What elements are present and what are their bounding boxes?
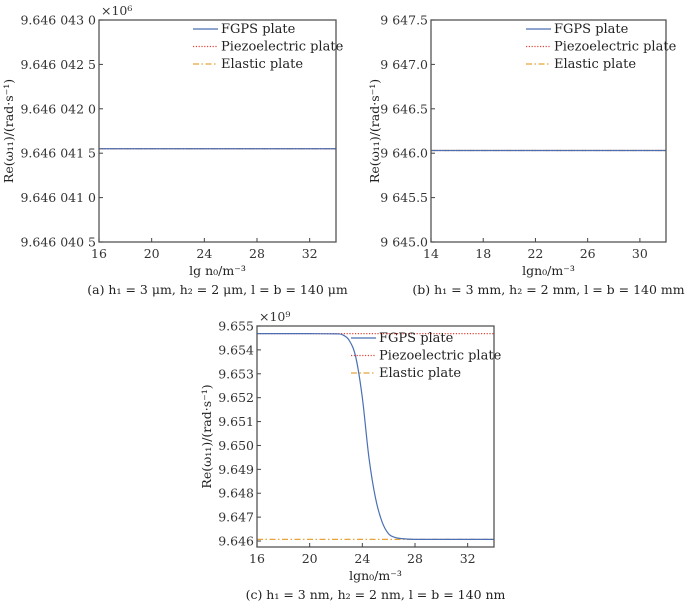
x-tick-label: 28: [407, 551, 423, 566]
y-tick-label: 9.650: [218, 438, 254, 453]
x-axis-label: lg n₀/m⁻³: [189, 263, 246, 278]
legend-label: FGPS plate: [554, 22, 629, 37]
legend-label: FGPS plate: [221, 22, 296, 37]
x-tick-label: 30: [632, 246, 648, 261]
y-tick-label: 9 647.0: [380, 57, 428, 72]
x-tick-label: 14: [423, 246, 439, 261]
y-tick-label: 9.653: [218, 366, 254, 381]
x-tick-label: 24: [354, 551, 370, 566]
x-axis-label: lgn₀/m⁻³: [522, 263, 575, 278]
y-tick-label: 9.649: [218, 462, 254, 477]
legend-label: Elastic plate: [221, 57, 303, 72]
x-axis-label: lgn₀/m⁻³: [349, 568, 402, 583]
y-axis-label: Re(ω₁₁)/(rad·s⁻¹): [1, 79, 16, 183]
axes-frame: [256, 325, 495, 548]
x-tick-label: 32: [460, 551, 476, 566]
y-tick-label: 9.646 040 5: [20, 235, 96, 250]
chart-panel-c: 16 20 24 28 32 9.646 9.647 9.648 9.649 9.650 9.651…: [199, 309, 506, 602]
x-tick-label: 20: [144, 246, 160, 261]
y-tick-label: 9.646: [218, 534, 254, 549]
legend-label: Piezoelectric plate: [221, 40, 344, 55]
y-tick-label: 9.646 041 5: [20, 146, 96, 161]
y-tick-label: 9.654: [218, 342, 254, 357]
y-tick-label: 9.651: [218, 414, 254, 429]
y-tick-label: 9.647: [218, 510, 254, 525]
y-tick-label: 9 647.5: [380, 13, 428, 28]
x-tick-label: 32: [302, 246, 318, 261]
y-axis-label: Re(ω₁₁)/(rad·s⁻¹): [367, 79, 382, 183]
x-tick-label: 26: [580, 246, 596, 261]
axis-multiplier: ×10⁶: [101, 3, 132, 18]
legend-label: Piezoelectric plate: [554, 40, 677, 55]
legend-label: Elastic plate: [554, 57, 636, 72]
x-tick-label: 24: [196, 246, 212, 261]
y-tick-label: 9.646 041 0: [20, 190, 96, 205]
x-tick-label: 16: [91, 246, 107, 261]
y-tick-label: 9 646.0: [380, 146, 428, 161]
y-tick-label: 9.648: [218, 486, 254, 501]
panel-caption: (a) h₁ = 3 μm, h₂ = 2 μm, l = b = 140 μm: [87, 282, 348, 297]
legend-label: Elastic plate: [379, 366, 461, 381]
x-tick-label: 20: [302, 551, 318, 566]
x-tick-label: 16: [249, 551, 265, 566]
legend-label: Piezoelectric plate: [379, 349, 502, 364]
axis-multiplier: ×10⁹: [259, 309, 290, 324]
y-tick-label: 9.646 043 0: [20, 13, 96, 28]
y-tick-label: 9.652: [218, 390, 254, 405]
y-tick-label: 9.646 042 5: [20, 57, 96, 72]
x-tick-label: 18: [475, 246, 491, 261]
panel-caption: (c) h₁ = 3 nm, h₂ = 2 nm, l = b = 140 nm: [246, 587, 506, 602]
x-tick-label: 28: [249, 246, 265, 261]
chart-panel-b: 14 18 22 26 30 9 645.0 9 645.5 9 646.0 9 646.5 9 …: [367, 13, 685, 298]
y-tick-label: 9 645.0: [380, 235, 428, 250]
axes-frame: [430, 19, 667, 243]
legend: FGPS plate Piezoelectric plate Elastic pla…: [193, 22, 344, 72]
y-tick-label: 9.655: [218, 319, 254, 334]
panel-caption: (b) h₁ = 3 mm, h₂ = 2 mm, l = b = 140 mm: [412, 282, 684, 297]
axes-frame: [98, 19, 337, 243]
y-axis-label: Re(ω₁₁)/(rad·s⁻¹): [199, 384, 214, 488]
chart-panel-a: 16 20 24 28 32 9.646 040 5 9.646 041 0 9.646 04…: [1, 3, 348, 297]
legend: FGPS plate Piezoelectric plate Elastic pla…: [351, 331, 502, 381]
y-tick-label: 9 646.5: [380, 101, 428, 116]
y-tick-label: 9.646 042 0: [20, 101, 96, 116]
series-fgps-plate: [257, 333, 494, 541]
x-tick-label: 22: [527, 246, 543, 261]
y-tick-label: 9 645.5: [380, 190, 428, 205]
plot-area: [257, 333, 494, 541]
legend-label: FGPS plate: [379, 331, 454, 346]
legend: FGPS plate Piezoelectric plate Elastic pla…: [526, 22, 677, 72]
